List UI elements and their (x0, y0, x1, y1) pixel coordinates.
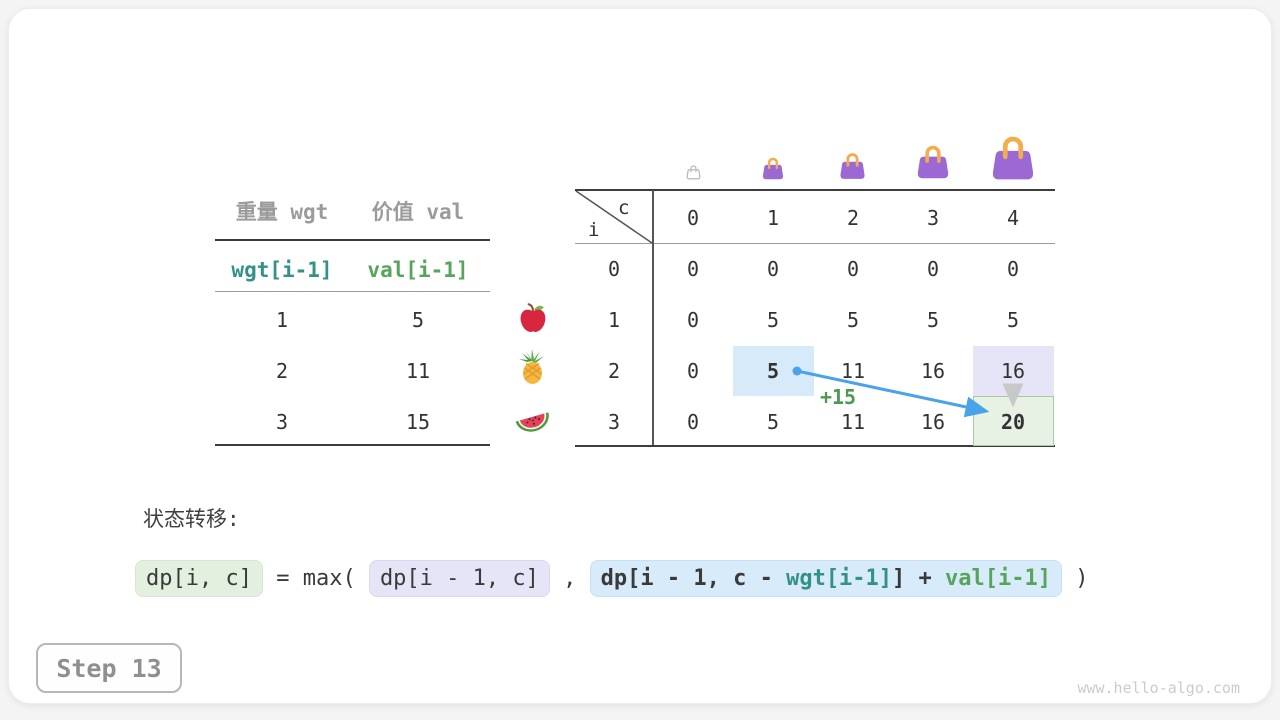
dp-cell-0-4: 0 (1006, 257, 1020, 281)
dp-cell-1-0: 0 (686, 308, 700, 332)
item-table-wgt-index: wgt[i-1] (231, 258, 333, 282)
bag-xlarge-icon (989, 133, 1037, 187)
pineapple-icon (514, 348, 550, 390)
formula-equals: = max( (262, 566, 369, 591)
dp-row-header-3: 3 (607, 410, 621, 434)
item-table-header-val: 价值 val (371, 200, 465, 224)
dp-row-header-0: 0 (607, 257, 621, 281)
formula-arg2-val: val[i-1] (945, 566, 1051, 591)
dp-table-rule-top (575, 189, 1055, 191)
item-table-header-wgt: 重量 wgt (235, 200, 329, 224)
bag-small-icon (761, 156, 785, 185)
dp-col-header-4: 4 (1006, 206, 1020, 230)
dp-col-header-1: 1 (766, 206, 780, 230)
state-transition-formula: dp[i, c] = max( dp[i - 1, c] , dp[i - 1,… (135, 560, 1089, 597)
step-badge: Step 13 (36, 643, 182, 693)
dp-cell-3-2: 11 (840, 410, 866, 434)
item-table-val-index: val[i-1] (367, 258, 469, 282)
dp-cell-3-4-result: 20 (1000, 410, 1026, 434)
dp-cell-1-3: 5 (926, 308, 940, 332)
add-value-label: +15 (819, 385, 857, 409)
dp-cell-0-2: 0 (846, 257, 860, 281)
state-transition-label: 状态转移: (143, 507, 240, 531)
apple-icon (516, 301, 550, 339)
formula-arg2-box: dp[i - 1, c - wgt[i-1]] + val[i-1] (589, 560, 1062, 597)
formula-arg2-wgt: wgt[i-1] (786, 566, 893, 591)
dp-cell-1-4: 5 (1006, 308, 1020, 332)
item-val-1: 5 (411, 308, 425, 332)
item-table-rule-top (215, 239, 490, 241)
formula-arg2-part1: dp[i - 1, c - (600, 566, 787, 591)
item-wgt-2: 2 (275, 359, 289, 383)
formula-arg1-box: dp[i - 1, c] (368, 560, 550, 597)
watermelon-icon (512, 403, 552, 441)
item-val-3: 15 (405, 410, 431, 434)
step-badge-label: Step 13 (56, 653, 162, 683)
dp-cell-1-2: 5 (846, 308, 860, 332)
dp-col-header-3: 3 (926, 206, 940, 230)
item-wgt-1: 1 (275, 308, 289, 332)
item-table-rule-bottom (215, 444, 490, 446)
dp-cell-0-3: 0 (926, 257, 940, 281)
bag-medium-icon (838, 151, 867, 185)
dp-cell-2-0: 0 (686, 359, 700, 383)
item-table-rule-mid (215, 291, 490, 292)
bag-outline-icon (686, 164, 701, 184)
bag-large-icon (915, 143, 951, 185)
item-val-2: 11 (405, 359, 431, 383)
dp-table-rule-header (575, 243, 1055, 244)
formula-comma: , (549, 566, 590, 591)
item-wgt-3: 3 (275, 410, 289, 434)
dp-table-rule-vertical (652, 190, 654, 446)
dp-cell-2-4-compare: 16 (1000, 359, 1026, 383)
dp-corner-col-var: c (618, 197, 630, 219)
dp-row-header-1: 1 (607, 308, 621, 332)
dp-cell-3-3: 16 (920, 410, 946, 434)
dp-cell-3-1: 5 (766, 410, 780, 434)
dp-cell-0-0: 0 (686, 257, 700, 281)
dp-col-header-0: 0 (686, 206, 700, 230)
formula-arg2-part2: ] + (892, 566, 946, 591)
dp-table-rule-bottom (575, 445, 1055, 447)
dp-cell-0-1: 0 (766, 257, 780, 281)
formula-close-paren: ) (1062, 566, 1089, 591)
dp-cell-3-0: 0 (686, 410, 700, 434)
formula-lhs-box: dp[i, c] (135, 560, 263, 597)
dp-col-header-2: 2 (846, 206, 860, 230)
dp-row-header-2: 2 (607, 359, 621, 383)
watermark: www.hello-algo.com (1077, 679, 1240, 697)
dp-corner-row-var: i (588, 219, 600, 241)
dp-cell-2-3: 16 (920, 359, 946, 383)
dp-cell-1-1: 5 (766, 308, 780, 332)
dp-cell-2-1-source: 5 (766, 359, 780, 383)
